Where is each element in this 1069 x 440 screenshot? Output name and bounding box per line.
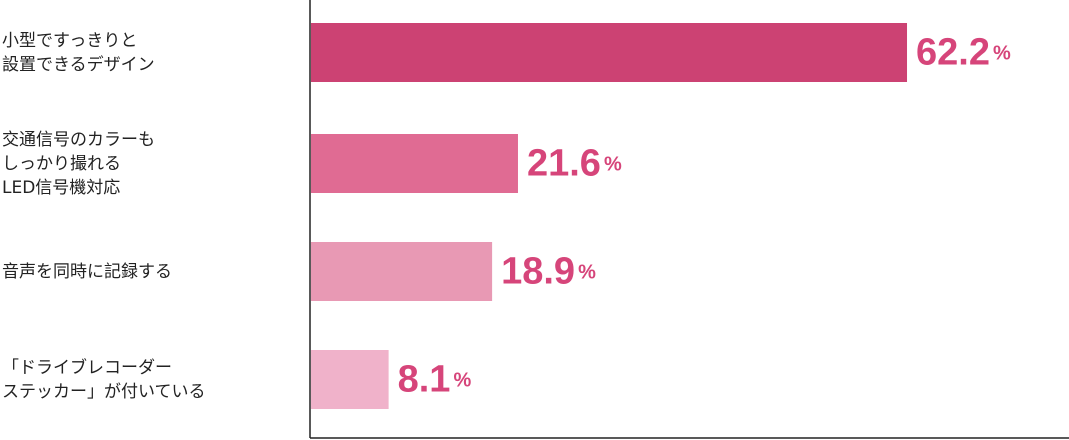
category-label: 小型ですっきりと 設置できるデザイン: [2, 30, 155, 75]
bar: [311, 242, 493, 301]
category-label: 交通信号のカラーも しっかり撮れる LED信号機対応: [2, 129, 155, 198]
value-label: 18.9%: [501, 251, 596, 293]
value-label: 8.1%: [398, 359, 472, 401]
bar: [311, 23, 908, 82]
category-label: 音声を同時に記録する: [2, 261, 172, 282]
value-label: 21.6%: [527, 143, 622, 185]
bar: [311, 134, 518, 193]
value-label: 62.2%: [916, 32, 1011, 74]
bar: [311, 350, 389, 409]
category-label: 「ドライブレコーダー ステッカー」が付いている: [2, 357, 206, 402]
